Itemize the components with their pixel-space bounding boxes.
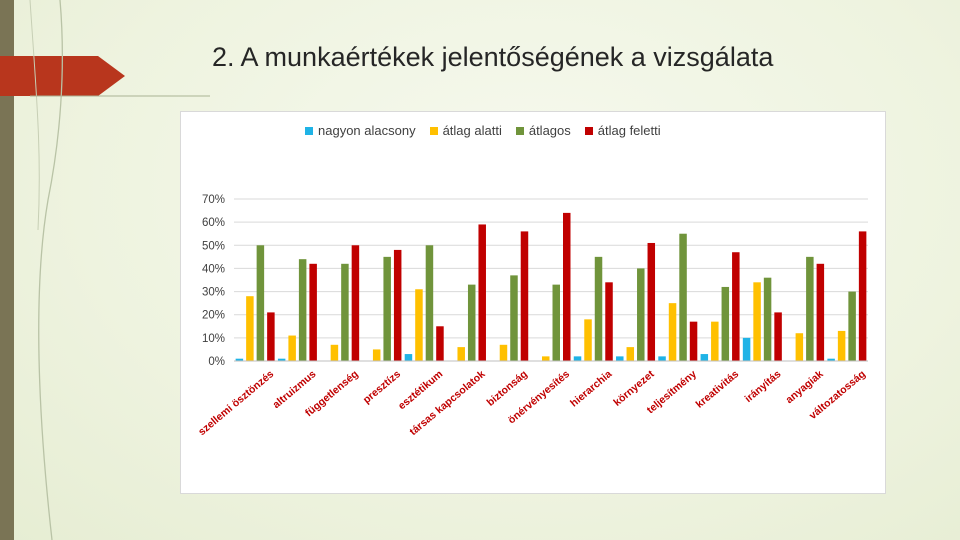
bar xyxy=(721,286,730,361)
legend-swatch xyxy=(429,126,438,135)
legend-item-atlag-alatti: átlag alatti xyxy=(429,123,502,138)
bar xyxy=(404,354,413,361)
bar xyxy=(689,321,698,361)
bar xyxy=(732,252,740,361)
bar xyxy=(573,356,582,361)
bar xyxy=(668,303,677,361)
bar xyxy=(246,296,254,361)
x-category-label: irányítás xyxy=(743,368,784,405)
bar xyxy=(298,259,307,361)
x-category-label: szellemi ösztönzés xyxy=(196,368,276,438)
y-tick-label: 30% xyxy=(202,287,225,299)
bar xyxy=(806,256,814,361)
bar xyxy=(858,231,867,361)
bar xyxy=(478,224,486,361)
bar xyxy=(679,233,687,361)
bar xyxy=(753,282,761,361)
bar xyxy=(742,337,751,361)
bar xyxy=(626,347,635,361)
bar xyxy=(235,358,244,361)
bar xyxy=(467,284,476,361)
x-category-label: presztízs xyxy=(361,368,403,406)
bar xyxy=(436,326,444,361)
bar xyxy=(256,245,265,361)
bar xyxy=(288,335,296,361)
x-category-label: hierarchia xyxy=(568,368,614,410)
bar xyxy=(520,231,529,361)
legend-swatch xyxy=(584,126,593,135)
legend-label: átlagos xyxy=(528,123,571,138)
bar xyxy=(499,344,508,361)
legend-label: nagyon alacsony xyxy=(318,123,416,138)
bar xyxy=(341,263,349,361)
bar xyxy=(816,263,825,361)
bar xyxy=(848,291,856,361)
x-category-label: anyagiak xyxy=(784,368,826,406)
y-tick-label: 20% xyxy=(202,310,225,322)
bar xyxy=(795,333,804,361)
bar xyxy=(647,242,656,361)
bar xyxy=(415,289,423,361)
bar xyxy=(584,319,592,361)
bar xyxy=(837,330,846,361)
bar xyxy=(774,312,782,361)
y-tick-label: 0% xyxy=(208,356,225,368)
bar xyxy=(372,349,381,361)
bar xyxy=(827,358,835,361)
bar xyxy=(658,356,666,361)
bar xyxy=(594,256,603,361)
y-tick-label: 60% xyxy=(202,217,225,229)
legend-label: átlag alatti xyxy=(442,123,502,138)
bar xyxy=(763,277,772,361)
slide-title: 2. A munkaértékek jelentőségének a vizsg… xyxy=(212,42,774,72)
bar xyxy=(351,245,360,361)
bar xyxy=(552,284,560,361)
bar xyxy=(616,356,624,361)
bar xyxy=(711,321,719,361)
x-category-label: társas kapcsolatok xyxy=(407,368,487,438)
bar xyxy=(425,245,434,361)
legend-item-atlag-feletti: átlag feletti xyxy=(584,123,661,138)
legend-item-atlagos: átlagos xyxy=(515,123,571,138)
bar xyxy=(542,356,550,361)
y-tick-label: 10% xyxy=(202,333,225,345)
bar xyxy=(393,249,402,361)
bar xyxy=(267,312,275,361)
bar xyxy=(605,282,613,361)
bar xyxy=(637,268,645,361)
legend-swatch xyxy=(515,126,524,135)
legend-label: átlag feletti xyxy=(597,123,661,138)
legend-swatch xyxy=(305,126,313,135)
bar xyxy=(277,358,286,361)
bar xyxy=(309,263,317,361)
x-category-label: kreativitás xyxy=(694,368,742,411)
bar xyxy=(563,212,571,361)
bar xyxy=(330,344,339,361)
y-tick-label: 70% xyxy=(202,194,225,206)
bar xyxy=(457,347,465,361)
left-accent-bar xyxy=(0,0,14,540)
bar xyxy=(383,256,391,361)
legend-item-nagyon-alacsony: nagyon alacsony xyxy=(305,123,416,138)
chart-legend: nagyon alacsony átlag alatti átlagos átl… xyxy=(305,123,661,138)
y-tick-label: 50% xyxy=(202,240,225,252)
y-tick-label: 40% xyxy=(202,263,225,275)
bar xyxy=(700,354,709,361)
bar xyxy=(510,275,518,361)
